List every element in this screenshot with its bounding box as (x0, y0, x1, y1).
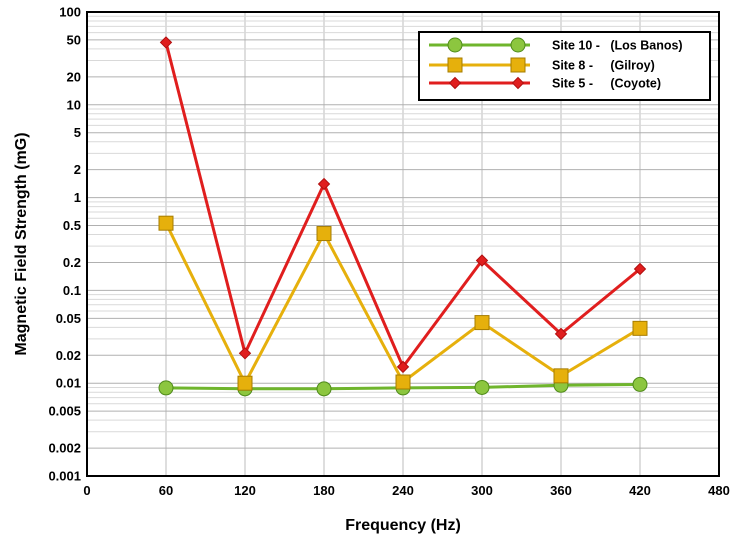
y-tick-label: 20 (67, 69, 81, 84)
x-tick-label: 60 (159, 483, 173, 498)
legend-entries: Site 10 - (Los Banos) Site 8 - (Gilroy) Si… (429, 37, 683, 91)
series-3 (159, 36, 647, 374)
y-tick-label: 0.1 (63, 283, 81, 298)
y-tick-label: 0.2 (63, 255, 81, 270)
x-tick-label: 120 (234, 483, 256, 498)
y-tick-label: 5 (74, 125, 81, 140)
legend: Site 10 - (Los Banos) Site 8 - (Gilroy) Si… (418, 31, 711, 101)
y-tick-label: 10 (67, 97, 81, 112)
legend-marker (447, 37, 463, 53)
legend-marker (510, 37, 526, 53)
legend-box (418, 31, 711, 101)
y-tick-label: 0.01 (56, 376, 81, 391)
data-point (553, 368, 569, 384)
data-point (475, 254, 489, 267)
data-point (554, 327, 568, 341)
data-point (633, 262, 647, 276)
legend-marker (447, 57, 463, 73)
legend-label: Site 5 - (Coyote) (552, 77, 661, 91)
x-axis-title: Frequency (Hz) (345, 517, 461, 534)
x-tick-label: 180 (313, 483, 335, 498)
data-point (316, 226, 332, 242)
data-point (396, 360, 410, 374)
y-tick-label: 0.005 (48, 404, 81, 419)
x-tick-label: 420 (629, 483, 651, 498)
legend-entry: Site 5 - (Coyote) (429, 77, 661, 91)
y-axis-ticks: 0.001 0.002 0.005 0.01 0.02 0.05 0.1 0.2 0.5 1 2 5 1… (48, 5, 81, 484)
y-tick-label: 0.05 (56, 311, 81, 326)
data-point (317, 177, 331, 191)
data-point (237, 375, 253, 391)
x-tick-label: 240 (392, 483, 414, 498)
x-axis-ticks: 0 60 120 180 240 300 360 420 480 (83, 483, 729, 498)
y-tick-label: 0.002 (48, 441, 81, 456)
series-group (158, 36, 648, 397)
x-tick-label: 300 (471, 483, 493, 498)
series-2 (158, 215, 648, 391)
y-tick-label: 100 (59, 5, 81, 20)
data-point (395, 374, 411, 390)
y-tick-label: 0.02 (56, 348, 81, 363)
data-point (158, 215, 174, 231)
data-point (238, 347, 252, 360)
data-point (158, 380, 174, 396)
data-point (316, 381, 332, 397)
data-point (159, 36, 173, 49)
y-tick-label: 1 (74, 190, 81, 205)
data-point (474, 379, 490, 395)
legend-marker (510, 57, 526, 73)
plot-area-frame (86, 11, 720, 477)
legend-entry: Site 8 - (Gilroy) (429, 57, 655, 73)
y-axis-title: Magnetic Field Strength (mG) (13, 132, 30, 355)
data-point (474, 315, 490, 331)
legend-marker (448, 76, 462, 90)
legend-label: Site 8 - (Gilroy) (552, 59, 655, 73)
legend-marker (511, 76, 525, 90)
x-tick-label: 360 (550, 483, 572, 498)
y-tick-label: 2 (74, 162, 81, 177)
legend-label: Site 10 - (Los Banos) (552, 39, 683, 53)
y-tick-label: 0.5 (63, 218, 81, 233)
legend-entry: Site 10 - (Los Banos) (429, 37, 683, 53)
data-point (632, 376, 648, 392)
y-tick-label: 50 (67, 32, 81, 47)
x-tick-label: 480 (708, 483, 730, 498)
x-tick-label: 0 (83, 483, 90, 498)
y-tick-label: 0.001 (48, 469, 81, 484)
data-point (632, 320, 648, 336)
